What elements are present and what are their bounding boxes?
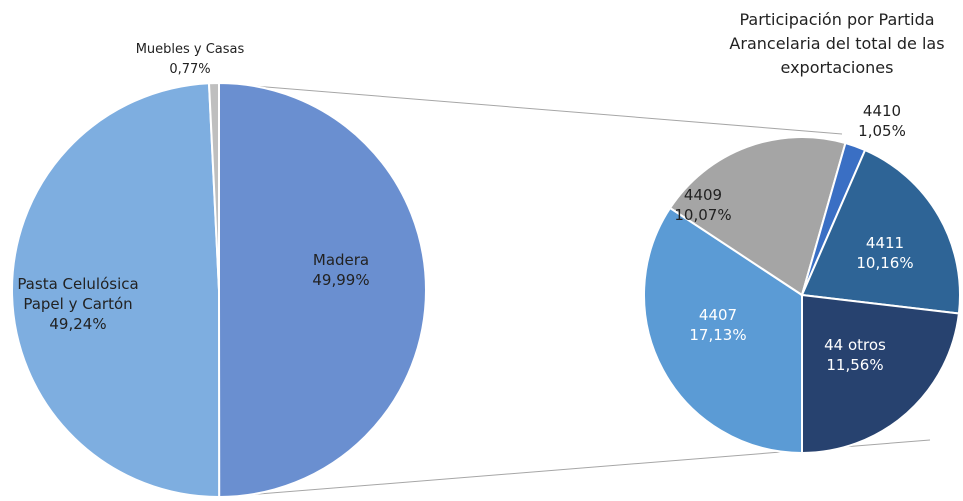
category-label: Pasta Celulósica Papel y Cartón — [17, 275, 139, 313]
category-label: 44 otros — [824, 336, 886, 354]
pie-slice — [218, 81, 427, 499]
pie-slice — [11, 82, 221, 499]
value-label: 11,56% — [826, 356, 884, 374]
slice-label: 4410 1,05% — [837, 101, 927, 141]
category-label: 4407 — [698, 306, 738, 324]
slice-label: Pasta Celulósica Papel y Cartón 49,24% — [8, 274, 148, 334]
slice-label: 4407 17,13% — [673, 305, 763, 345]
slice-label: 4411 10,16% — [840, 233, 930, 273]
category-label: 4410 — [862, 102, 902, 120]
category-label: Muebles y Casas — [135, 42, 245, 57]
value-label: 49,24% — [49, 315, 107, 333]
category-label: 4411 — [865, 234, 905, 252]
slice-label: 4409 10,07% — [658, 185, 748, 225]
value-label: 49,99% — [312, 271, 370, 289]
value-label: 17,13% — [689, 326, 747, 344]
pie-slice — [668, 136, 847, 297]
connector-line — [229, 83, 843, 135]
pie-slice — [800, 148, 961, 315]
category-label: Madera — [312, 251, 370, 269]
value-label: 10,07% — [674, 206, 732, 224]
pie-slice — [801, 293, 961, 455]
slice-label: 44 otros 11,56% — [810, 335, 900, 375]
pie-slice — [207, 81, 220, 291]
chart-title: Participación por Partida Arancelaria de… — [729, 10, 945, 77]
value-label: 0,77% — [169, 62, 211, 77]
category-label: 4409 — [683, 186, 723, 204]
slice-label: Madera 49,99% — [281, 250, 401, 290]
value-label: 1,05% — [858, 122, 906, 140]
slice-label: Muebles y Casas 0,77% — [80, 40, 300, 80]
value-label: 10,16% — [856, 254, 914, 272]
